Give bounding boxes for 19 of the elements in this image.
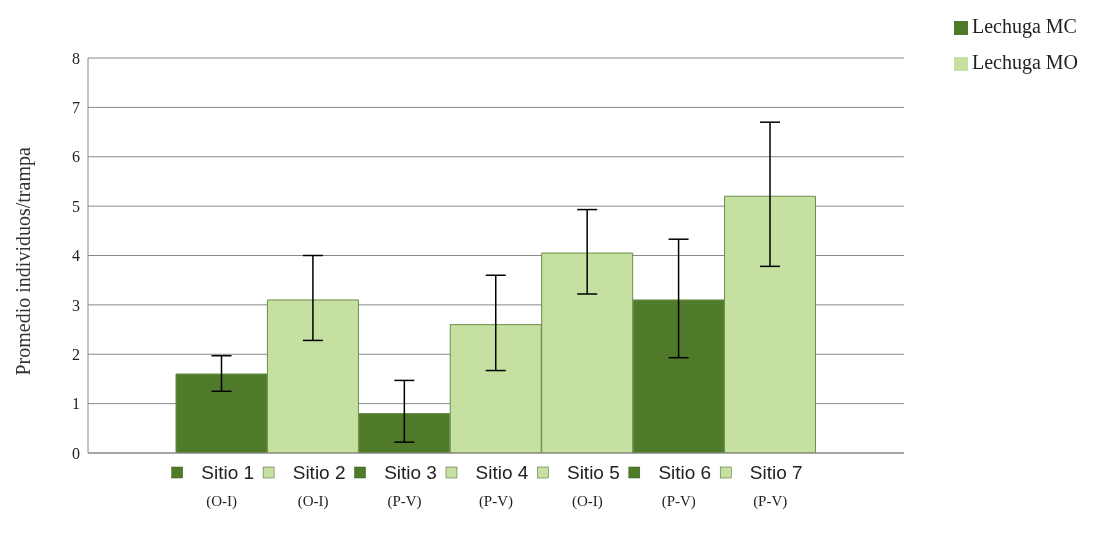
legend-label: Lechuga MO	[971, 51, 1078, 73]
y-tick-label: 3	[72, 296, 80, 314]
x-tick-label: Sitio 1 (O-I)	[201, 462, 255, 510]
y-tick-label: 4	[72, 247, 80, 265]
x-tick-label: Sitio 5 (O-I)	[566, 462, 620, 510]
x-tick-label: Sitio 6 (P-V)	[658, 462, 712, 510]
x-tick-label: Sitio 7 (P-V)	[749, 462, 803, 510]
legend-label: Lechuga MC	[971, 15, 1077, 37]
y-tick-label: 6	[72, 148, 80, 166]
y-axis-title: Promedio individuos/trampa	[12, 147, 36, 376]
x-tick-label: Sitio 2 (O-I)	[292, 462, 346, 510]
y-tick-label: 7	[72, 99, 80, 117]
y-tick-label: 8	[72, 49, 80, 67]
y-tick-label: 2	[72, 345, 80, 363]
y-tick-label: 1	[72, 395, 80, 413]
y-tick-label: 0	[72, 444, 80, 462]
y-tick-label: 5	[72, 197, 80, 215]
x-tick-label: Sitio 4 (P-V)	[475, 462, 529, 510]
x-tick-label: Sitio 3 (P-V)	[384, 462, 437, 510]
